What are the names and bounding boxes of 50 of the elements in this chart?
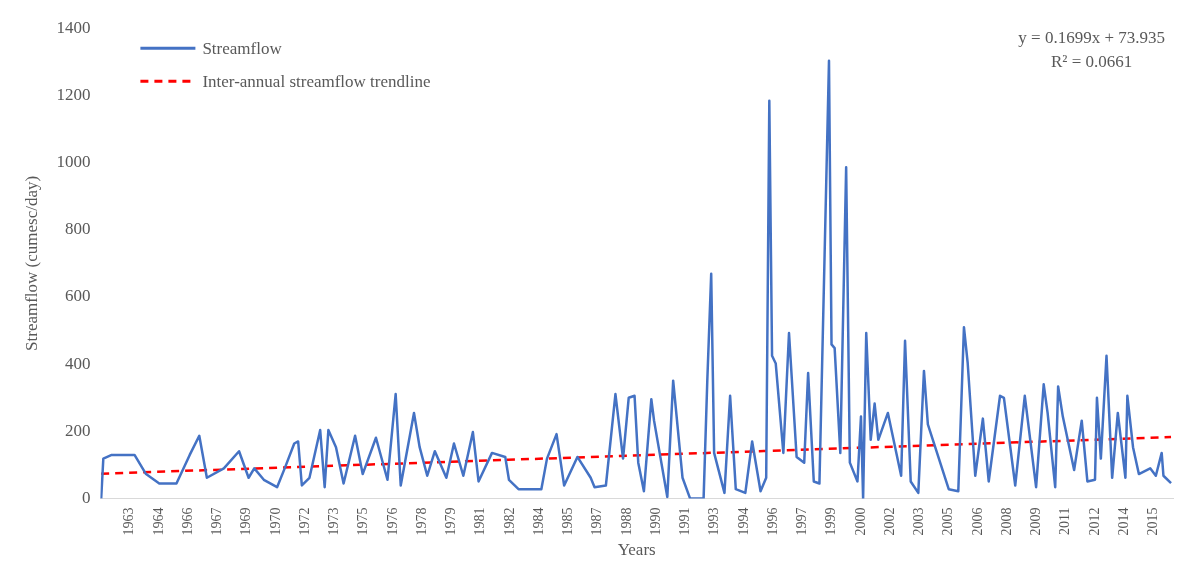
x-tick-label: 2015 bbox=[1145, 507, 1161, 536]
annotation: R² = 0.0661 bbox=[1051, 52, 1133, 72]
x-tick-label: 2011 bbox=[1057, 507, 1073, 536]
y-tick-label: 200 bbox=[64, 420, 91, 440]
x-tick-label: 1967 bbox=[209, 507, 225, 536]
x-tick-label: 1984 bbox=[530, 507, 546, 536]
x-tick-label: 1994 bbox=[735, 507, 751, 536]
y-axis-title: Streamflow (cumesc/day) bbox=[21, 175, 41, 351]
x-tick-label: 1970 bbox=[267, 507, 283, 536]
x-tick-label: 1996 bbox=[764, 507, 780, 536]
x-tick-label: 2012 bbox=[1086, 507, 1102, 536]
x-tick-label: 1988 bbox=[618, 507, 634, 536]
y-tick-label: 400 bbox=[64, 353, 91, 373]
x-tick-label: 2009 bbox=[1028, 507, 1044, 536]
x-tick-label: 1985 bbox=[560, 507, 576, 536]
x-tick-label: 2005 bbox=[940, 507, 956, 536]
x-tick-label: 1976 bbox=[384, 507, 400, 536]
x-tick-label: 1982 bbox=[501, 507, 517, 536]
x-tick-label: 1966 bbox=[179, 507, 195, 536]
x-tick-label: 1972 bbox=[296, 507, 312, 536]
x-tick-label: 1979 bbox=[443, 507, 459, 536]
y-tick-label: 600 bbox=[64, 286, 91, 306]
x-tick-label: 1975 bbox=[355, 507, 371, 536]
y-tick-label: 0 bbox=[81, 488, 91, 508]
x-tick-label: 1964 bbox=[150, 507, 166, 536]
x-tick-label: 1978 bbox=[413, 507, 429, 536]
x-tick-label: 1993 bbox=[706, 507, 722, 536]
x-tick-label: 1969 bbox=[238, 507, 254, 536]
legend-label: Inter-annual streamflow trendline bbox=[202, 71, 431, 91]
x-tick-label: 1990 bbox=[647, 507, 663, 536]
y-tick-label: 1400 bbox=[56, 17, 91, 37]
x-tick-label: 2014 bbox=[1115, 507, 1131, 536]
x-tick-label: 2002 bbox=[881, 507, 897, 536]
y-tick-label: 1000 bbox=[56, 152, 91, 172]
y-tick-label: 1200 bbox=[56, 84, 91, 104]
x-tick-label: 1991 bbox=[677, 507, 693, 536]
y-tick-label: 800 bbox=[64, 219, 91, 239]
x-tick-label: 2003 bbox=[911, 507, 927, 536]
x-tick-label: 1987 bbox=[589, 507, 605, 536]
x-tick-label: 1981 bbox=[472, 507, 488, 536]
x-tick-label: 1973 bbox=[326, 507, 342, 536]
x-tick-label: 1999 bbox=[823, 507, 839, 536]
x-axis-title: Years bbox=[617, 540, 656, 560]
x-tick-label: 2006 bbox=[969, 507, 985, 536]
x-tick-label: 2008 bbox=[998, 507, 1014, 536]
x-tick-label: 2000 bbox=[852, 507, 868, 536]
legend-label: Streamflow bbox=[202, 38, 283, 58]
annotation: y = 0.1699x + 73.935 bbox=[1018, 28, 1166, 48]
x-tick-label: 1963 bbox=[121, 507, 137, 536]
x-tick-label: 1997 bbox=[794, 507, 810, 536]
